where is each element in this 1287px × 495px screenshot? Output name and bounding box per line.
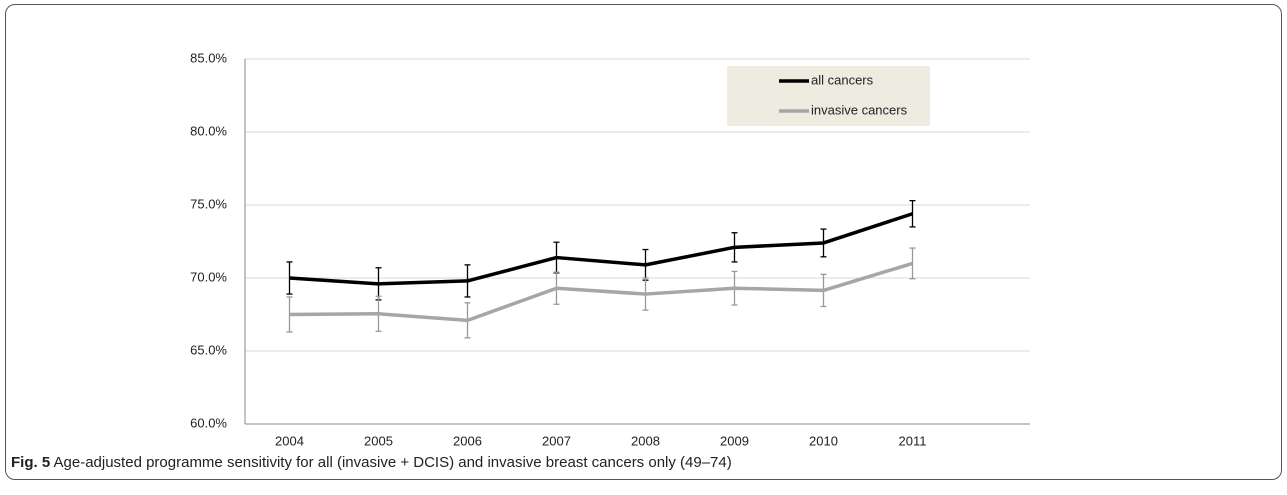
x-tick-label: 2004	[275, 433, 304, 448]
caption: Fig. 5 Age-adjusted programme sensitivit…	[11, 454, 732, 471]
x-tick-label: 2005	[364, 433, 393, 448]
y-tick-label: 75.0%	[190, 196, 227, 211]
x-tick-label: 2006	[453, 433, 482, 448]
y-tick-label: 70.0%	[190, 269, 227, 284]
line-series	[289, 261, 914, 323]
figure-frame	[5, 4, 1282, 480]
x-tick-label: 2007	[542, 433, 571, 448]
x-tick-label: 2008	[631, 433, 660, 448]
y-tick-label: 65.0%	[190, 342, 227, 357]
line-series	[289, 212, 914, 286]
caption-label: Fig. 5	[11, 454, 51, 471]
y-tick-label: 85.0%	[190, 50, 227, 65]
x-tick-label: 2009	[720, 433, 749, 448]
y-tick-label: 80.0%	[190, 123, 227, 138]
x-tick-label: 2011	[899, 433, 927, 448]
legend-label: invasive cancers	[811, 102, 908, 117]
legend-box	[727, 66, 930, 126]
x-tick-label: 2010	[809, 433, 838, 448]
caption-text: Age-adjusted programme sensitivity for a…	[53, 454, 732, 471]
legend-label: all cancers	[811, 72, 874, 87]
y-tick-label: 60.0%	[190, 415, 227, 430]
